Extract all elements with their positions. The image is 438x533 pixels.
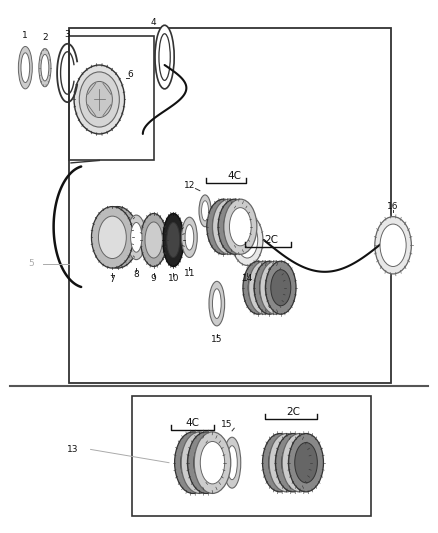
Text: 4C: 4C	[186, 418, 200, 428]
Ellipse shape	[86, 82, 113, 117]
Ellipse shape	[175, 432, 211, 494]
Text: 7: 7	[110, 275, 115, 284]
Text: 10: 10	[168, 274, 179, 283]
Ellipse shape	[212, 199, 246, 254]
Ellipse shape	[141, 214, 167, 266]
Ellipse shape	[271, 270, 291, 306]
Ellipse shape	[243, 261, 273, 314]
Ellipse shape	[200, 441, 225, 484]
Ellipse shape	[21, 53, 30, 83]
Ellipse shape	[209, 281, 225, 326]
Ellipse shape	[104, 216, 131, 259]
Ellipse shape	[224, 199, 257, 254]
Ellipse shape	[181, 432, 218, 494]
Text: 2C: 2C	[264, 235, 278, 245]
Text: 4: 4	[151, 18, 156, 27]
Ellipse shape	[265, 270, 285, 306]
Ellipse shape	[79, 72, 119, 127]
Text: 9: 9	[151, 274, 157, 283]
Ellipse shape	[182, 217, 197, 257]
Ellipse shape	[259, 270, 279, 306]
Text: 11: 11	[184, 269, 195, 278]
Ellipse shape	[249, 261, 279, 314]
Ellipse shape	[145, 222, 162, 258]
Ellipse shape	[41, 54, 49, 81]
Ellipse shape	[289, 433, 323, 492]
Text: 5: 5	[28, 260, 34, 268]
Ellipse shape	[218, 208, 240, 246]
Ellipse shape	[92, 207, 133, 268]
Ellipse shape	[131, 222, 142, 252]
Text: 15: 15	[221, 420, 233, 429]
Ellipse shape	[207, 199, 240, 254]
Ellipse shape	[212, 289, 221, 318]
Ellipse shape	[159, 34, 170, 80]
Ellipse shape	[248, 270, 268, 306]
Text: 4C: 4C	[227, 172, 241, 181]
Ellipse shape	[163, 214, 184, 266]
Ellipse shape	[268, 442, 291, 483]
Ellipse shape	[288, 442, 311, 483]
Ellipse shape	[99, 216, 126, 259]
Text: 12: 12	[184, 181, 195, 190]
Text: 2: 2	[42, 34, 48, 43]
Ellipse shape	[230, 208, 251, 246]
Ellipse shape	[265, 261, 296, 314]
Ellipse shape	[380, 224, 406, 266]
Text: 1: 1	[22, 31, 28, 41]
Ellipse shape	[282, 433, 317, 492]
Ellipse shape	[227, 446, 237, 480]
Ellipse shape	[276, 433, 311, 492]
Text: 2C: 2C	[286, 407, 300, 417]
Ellipse shape	[127, 215, 146, 260]
Ellipse shape	[194, 432, 231, 494]
Ellipse shape	[39, 49, 51, 87]
Text: 14: 14	[242, 274, 253, 283]
Ellipse shape	[201, 201, 208, 221]
Ellipse shape	[232, 215, 263, 265]
Ellipse shape	[199, 195, 211, 227]
Ellipse shape	[295, 442, 318, 483]
Bar	[69, 28, 391, 383]
Ellipse shape	[167, 222, 180, 257]
Ellipse shape	[74, 65, 124, 134]
Ellipse shape	[262, 433, 297, 492]
Ellipse shape	[212, 208, 234, 246]
Ellipse shape	[275, 442, 298, 483]
Ellipse shape	[97, 207, 138, 268]
Text: 15: 15	[211, 335, 223, 344]
Text: 3: 3	[65, 30, 71, 39]
Ellipse shape	[187, 441, 212, 484]
Ellipse shape	[260, 261, 290, 314]
Ellipse shape	[218, 199, 251, 254]
Bar	[132, 397, 371, 516]
Ellipse shape	[181, 441, 205, 484]
Ellipse shape	[194, 441, 218, 484]
Ellipse shape	[254, 261, 285, 314]
Ellipse shape	[187, 432, 224, 494]
Ellipse shape	[155, 25, 174, 89]
Ellipse shape	[269, 433, 304, 492]
Ellipse shape	[223, 437, 241, 488]
Ellipse shape	[18, 46, 32, 89]
Text: 8: 8	[134, 270, 139, 279]
Ellipse shape	[237, 222, 258, 258]
Bar	[69, 36, 154, 160]
Text: 13: 13	[67, 445, 79, 454]
Text: 6: 6	[128, 69, 134, 78]
Text: 16: 16	[387, 202, 399, 211]
Ellipse shape	[254, 270, 274, 306]
Ellipse shape	[224, 208, 246, 246]
Ellipse shape	[185, 224, 194, 250]
Ellipse shape	[282, 442, 304, 483]
Ellipse shape	[375, 216, 411, 274]
